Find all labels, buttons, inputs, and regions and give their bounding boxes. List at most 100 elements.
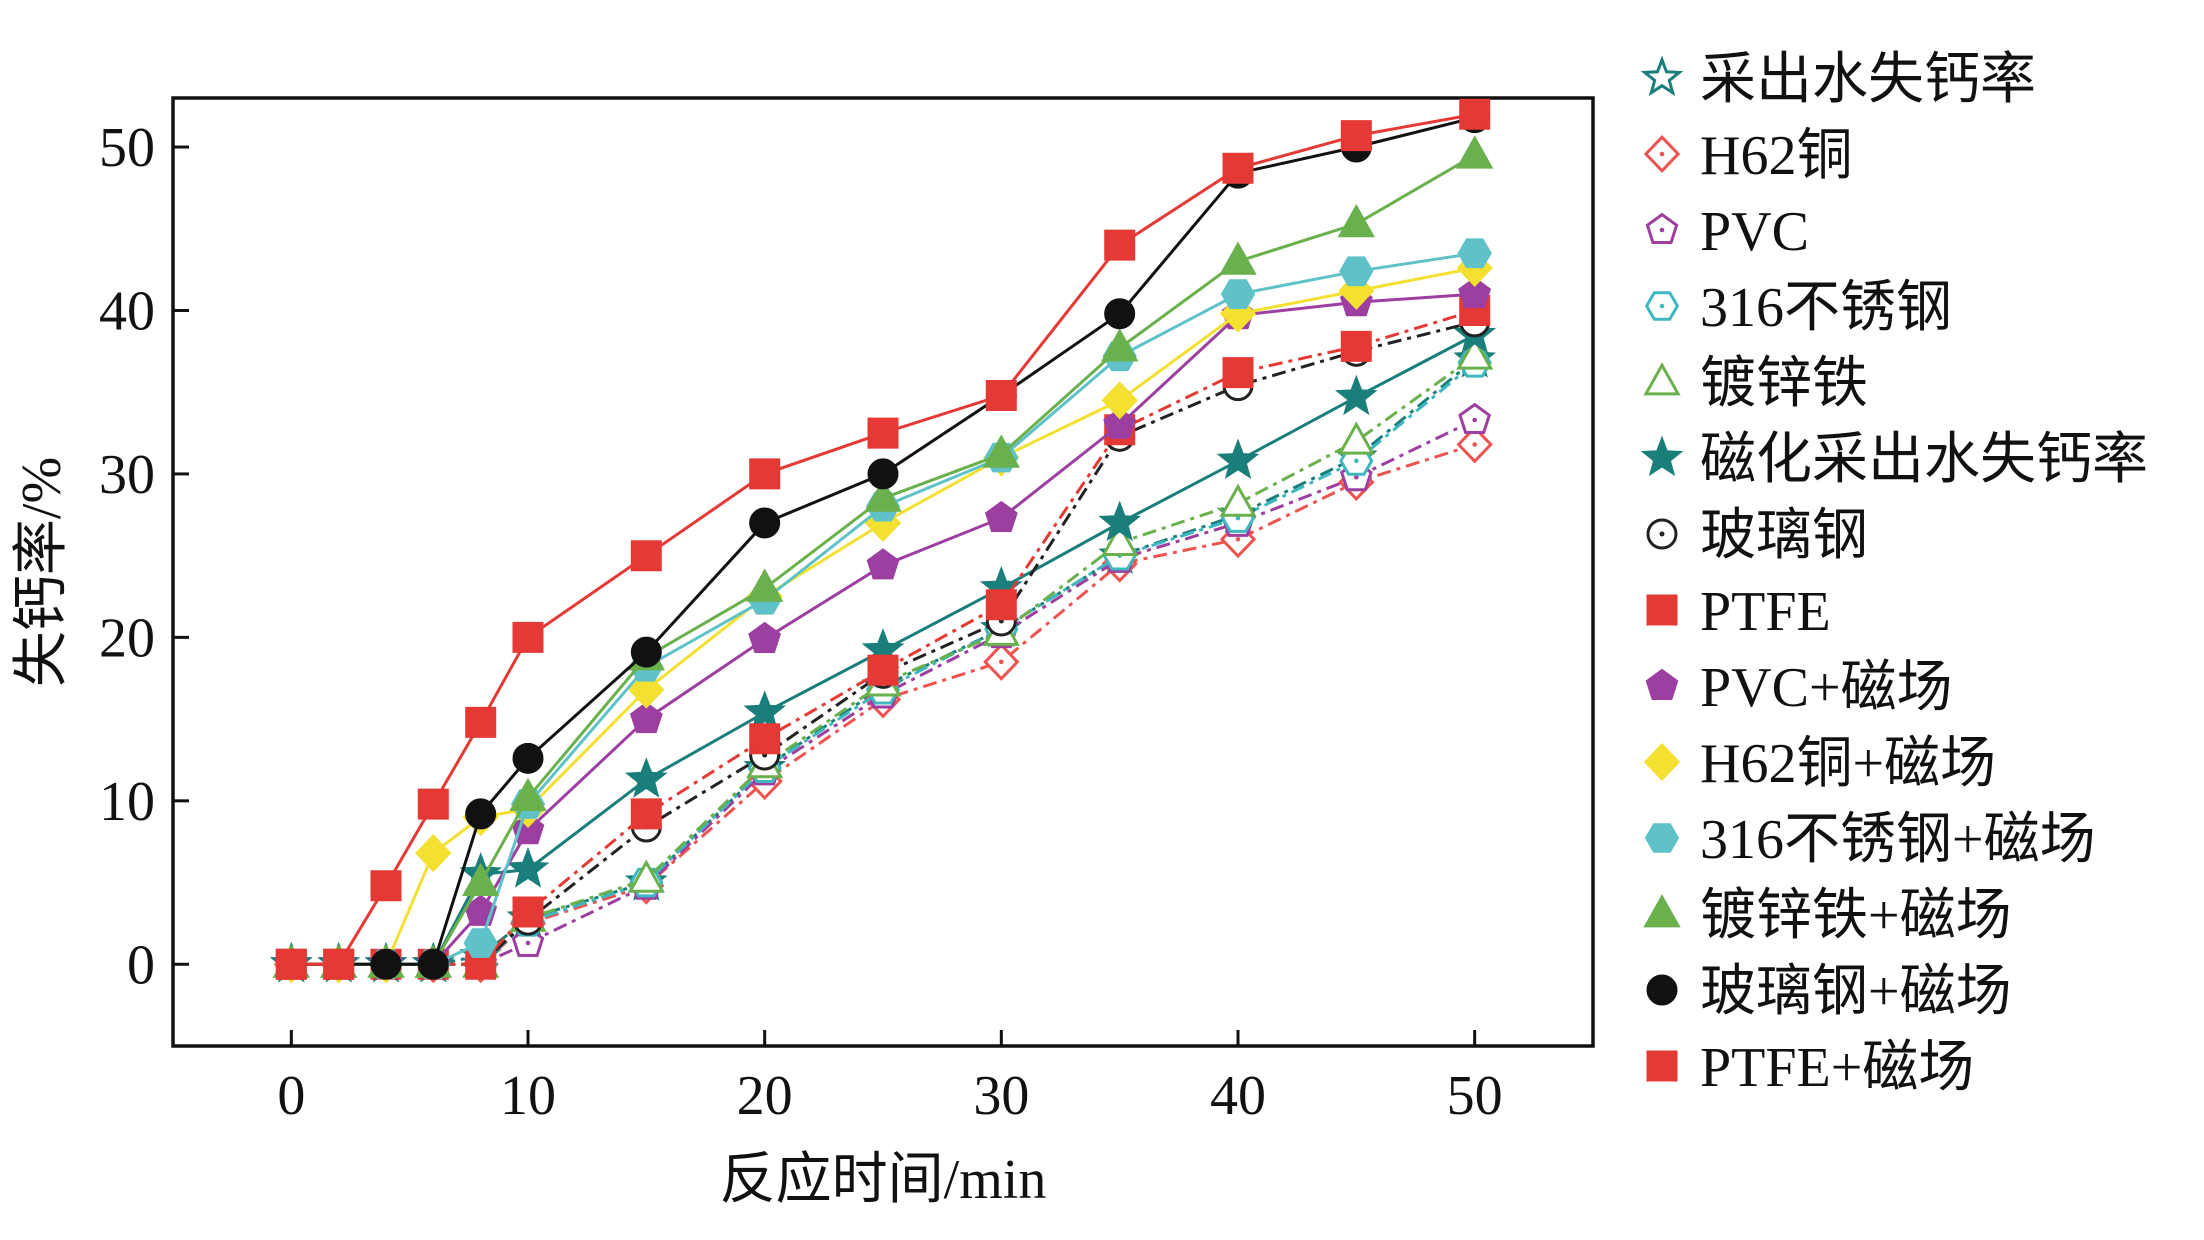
data-point xyxy=(867,654,899,686)
data-point xyxy=(985,380,1017,411)
data-point xyxy=(1101,522,1139,556)
series-line xyxy=(291,266,1475,966)
x-tick-label: 0 xyxy=(277,1065,305,1127)
x-tick-label: 10 xyxy=(500,1065,556,1127)
data-point xyxy=(1459,98,1491,130)
data-point xyxy=(417,948,449,980)
data-point xyxy=(1458,276,1492,309)
legend-label: PTFE+磁场 xyxy=(1700,1037,1974,1099)
data-point xyxy=(465,706,497,738)
legend-label: 镀锌铁+磁场 xyxy=(1700,885,2012,947)
data-point xyxy=(1334,374,1378,416)
x-tick-label: 20 xyxy=(737,1065,793,1127)
legend-label: 采出水失钙率 xyxy=(1700,49,2036,111)
data-point xyxy=(506,847,550,888)
series-13 xyxy=(275,98,1491,980)
data-point-center xyxy=(1354,474,1359,480)
x-axis-title: 反应时间/min xyxy=(720,1149,1047,1211)
data-point xyxy=(1457,238,1492,269)
data-point xyxy=(1456,135,1494,169)
y-tick-label: 30 xyxy=(99,444,155,506)
data-point xyxy=(627,859,665,893)
data-point xyxy=(1337,204,1375,238)
data-point xyxy=(1456,336,1494,370)
y-tick-label: 0 xyxy=(127,934,155,996)
data-point xyxy=(370,870,402,902)
legend-label: PTFE xyxy=(1700,581,1831,643)
data-point xyxy=(867,458,899,490)
legend-marker-center xyxy=(1659,531,1665,537)
data-point-center xyxy=(1354,458,1359,464)
legend-entry: H62铜+磁场 xyxy=(1643,733,1996,795)
data-point xyxy=(509,777,547,811)
legend-entry: H62铜 xyxy=(1643,125,1852,187)
legend-label: PVC+磁场 xyxy=(1700,657,1953,719)
plot-frame xyxy=(171,96,1595,1048)
legend-marker xyxy=(1645,668,1679,700)
legend-marker xyxy=(1643,743,1681,781)
data-point xyxy=(864,478,902,512)
data-point xyxy=(1103,407,1137,439)
data-point xyxy=(1219,483,1257,517)
data-point xyxy=(630,798,662,830)
legend-label: 镀锌铁 xyxy=(1700,353,1868,415)
data-point xyxy=(462,862,500,896)
legend-entry: 玻璃钢+磁场 xyxy=(1646,961,2012,1023)
data-point xyxy=(1222,357,1254,389)
legend-marker-center xyxy=(1659,151,1665,157)
legend-entry: 316不锈钢 xyxy=(1644,277,1952,339)
data-point xyxy=(866,548,900,580)
legend-marker xyxy=(1646,1050,1678,1082)
data-point xyxy=(275,948,307,980)
y-tick-label: 40 xyxy=(99,280,155,342)
data-point xyxy=(1220,279,1256,309)
legend-marker xyxy=(1643,362,1681,396)
data-point xyxy=(984,500,1018,532)
series-line xyxy=(291,251,1475,966)
data-point-center xyxy=(999,659,1004,665)
data-point-center xyxy=(1472,442,1477,447)
legend-entry: PTFE+磁场 xyxy=(1646,1037,1974,1099)
data-point xyxy=(1216,438,1260,480)
legend-entry: PVC+磁场 xyxy=(1645,657,1953,719)
data-point xyxy=(630,636,662,668)
legend-label: H62铜+磁场 xyxy=(1700,733,1996,795)
legend-marker xyxy=(1640,435,1684,477)
legend-marker xyxy=(1646,974,1678,1006)
data-point xyxy=(417,788,449,820)
legend-entry: PTFE xyxy=(1646,581,1831,643)
legend-marker-center xyxy=(1659,227,1665,233)
legend-label: 玻璃钢 xyxy=(1700,505,1868,567)
data-point xyxy=(1340,330,1372,362)
data-point xyxy=(749,507,781,539)
data-point xyxy=(982,434,1020,468)
data-point xyxy=(415,834,452,873)
legend-label: H62铜 xyxy=(1700,125,1852,187)
data-point-center xyxy=(1235,537,1241,542)
data-point xyxy=(1340,120,1372,152)
data-point xyxy=(512,621,544,653)
legend-entry: 玻璃钢 xyxy=(1646,505,1868,567)
series-8 xyxy=(274,276,1492,979)
legend-label: 316不锈钢+磁场 xyxy=(1700,809,2096,871)
data-point xyxy=(1219,241,1257,275)
data-point xyxy=(1104,298,1136,330)
legend-entry: 磁化采出水失钙率 xyxy=(1640,429,2148,491)
x-axis-ticks: 0 10 20 30 40 50 xyxy=(277,1030,1503,1127)
legend-marker xyxy=(1643,894,1681,928)
series-10 xyxy=(274,238,1492,980)
data-point xyxy=(749,723,781,755)
legend-label: 玻璃钢+磁场 xyxy=(1700,961,2012,1023)
legend-entry: PVC xyxy=(1645,201,1809,263)
series-9 xyxy=(273,249,1493,984)
data-point xyxy=(1101,328,1139,362)
y-tick-label: 10 xyxy=(99,771,155,833)
data-point xyxy=(370,948,402,980)
x-tick-label: 30 xyxy=(973,1065,1029,1127)
y-tick-label: 20 xyxy=(99,607,155,669)
data-point xyxy=(465,798,497,830)
legend-entry: 316不锈钢+磁场 xyxy=(1644,809,2096,871)
legend-marker xyxy=(1646,594,1678,626)
